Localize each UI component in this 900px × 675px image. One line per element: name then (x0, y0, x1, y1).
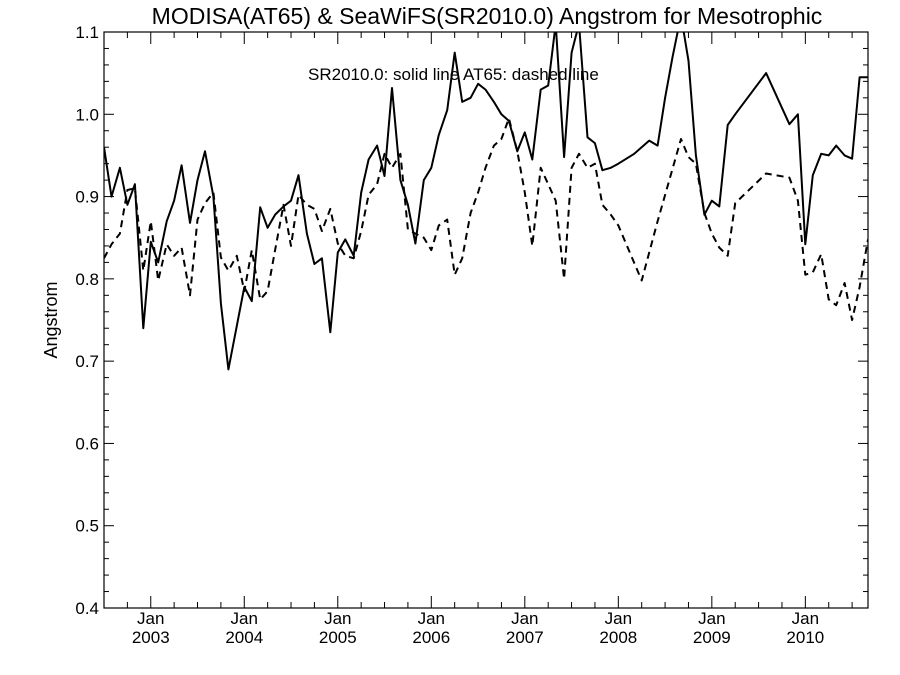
y-tick-label: 1.1 (75, 23, 99, 42)
series-line-sr2010-0 (104, 32, 868, 371)
plot-frame (103, 31, 869, 609)
y-tick-label: 0.7 (75, 352, 99, 371)
y-tick-label: 1.0 (75, 105, 99, 124)
x-tick-month-label: Jan (418, 609, 445, 628)
x-tick-year-label: 2004 (225, 628, 263, 647)
x-tick-year-label: 2007 (506, 628, 544, 647)
y-tick-label: 0.9 (75, 188, 99, 207)
x-tick-year-label: 2009 (693, 628, 731, 647)
series-layer (104, 32, 868, 371)
x-tick-month-label: Jan (231, 609, 258, 628)
series-line-at65 (104, 117, 868, 321)
axes-layer: 0.40.50.60.70.80.91.01.1Jan2003Jan2004Ja… (75, 23, 868, 647)
x-tick-month-label: Jan (137, 609, 164, 628)
x-tick-month-label: Jan (511, 609, 538, 628)
x-tick-year-label: 2003 (132, 628, 170, 647)
x-tick-month-label: Jan (792, 609, 819, 628)
y-tick-label: 0.8 (75, 270, 99, 289)
chart-title: MODISA(AT65) & SeaWiFS(SR2010.0) Angstro… (152, 3, 823, 29)
x-tick-year-label: 2006 (412, 628, 450, 647)
y-axis-label: Angstrom (41, 281, 61, 358)
x-tick-year-label: 2005 (319, 628, 357, 647)
series-legend-annotation: SR2010.0: solid line AT65: dashed line (308, 65, 599, 84)
x-tick-month-label: Jan (698, 609, 725, 628)
x-tick-year-label: 2008 (599, 628, 637, 647)
y-tick-label: 0.5 (75, 517, 99, 536)
y-tick-label: 0.4 (75, 599, 99, 618)
x-tick-year-label: 2010 (786, 628, 824, 647)
x-tick-month-label: Jan (605, 609, 632, 628)
x-tick-month-label: Jan (324, 609, 351, 628)
y-tick-label: 0.6 (75, 434, 99, 453)
